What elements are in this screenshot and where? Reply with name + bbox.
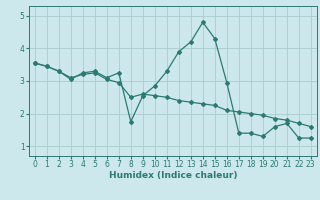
X-axis label: Humidex (Indice chaleur): Humidex (Indice chaleur) [108, 171, 237, 180]
